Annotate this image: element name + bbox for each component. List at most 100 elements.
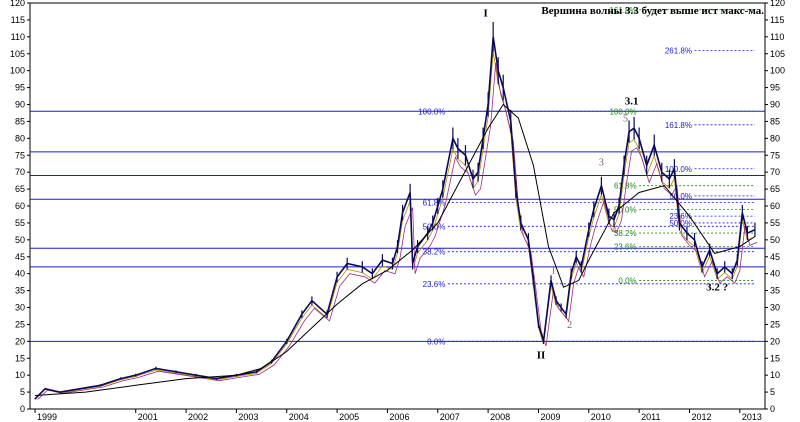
y-tick-label-left: 110 — [11, 32, 25, 42]
y-tick-label-left: 55 — [15, 218, 25, 228]
fib-green-label: 61.8% — [614, 182, 637, 191]
y-tick-label-right: 5 — [770, 387, 775, 397]
fib-green-label: 38.2% — [614, 229, 637, 238]
y-tick-label-left: 85 — [15, 116, 25, 126]
fib-green-label: 0.0% — [618, 276, 636, 285]
y-tick-label-right: 110 — [770, 32, 784, 42]
fib-left-label: 61.8% — [423, 199, 446, 208]
wave-label: 4 — [611, 225, 616, 236]
x-tick-label: 2008 — [490, 412, 510, 422]
fib-blue-label: 50.0% — [669, 192, 692, 201]
y-tick-label-left: 30 — [15, 303, 25, 313]
wave-label: 2 — [567, 320, 572, 331]
y-tick-label-left: 45 — [15, 252, 25, 262]
y-tick-label-left: 90 — [15, 100, 25, 110]
x-tick-label: 2006 — [389, 412, 409, 422]
ma-long-line — [34, 103, 756, 396]
x-tick-label: 2013 — [742, 412, 762, 422]
y-tick-label-right: 25 — [770, 319, 780, 329]
y-tick-label-right: 90 — [770, 100, 780, 110]
y-tick-label-right: 115 — [770, 15, 784, 25]
y-tick-label-right: 65 — [770, 184, 780, 194]
x-tick-label: 2012 — [691, 412, 711, 422]
fib-green-label: 161.8% — [609, 6, 636, 15]
fib-green-label: 100.0% — [609, 107, 636, 116]
y-tick-label-right: 75 — [770, 150, 780, 160]
y-tick-label-right: 15 — [770, 353, 780, 363]
y-tick-label-left: 10 — [15, 370, 25, 380]
fib-left-label: 100.0% — [418, 107, 445, 116]
y-tick-label-left: 50 — [15, 235, 25, 245]
wave-label: 3.2 ? — [706, 282, 728, 294]
x-tick-label: 2004 — [289, 412, 309, 422]
y-tick-label-left: 15 — [15, 353, 25, 363]
y-tick-label-left: 95 — [15, 83, 25, 93]
x-tick-label: 2010 — [591, 412, 611, 422]
y-tick-label-right: 80 — [770, 133, 780, 143]
fib-blue-label: 161.8% — [665, 121, 692, 130]
x-tick-label: 2005 — [339, 412, 359, 422]
x-tick-label: 2003 — [238, 412, 258, 422]
y-tick-label-left: 35 — [15, 286, 25, 296]
y-tick-label-right: 40 — [770, 269, 780, 279]
y-tick-label-right: 0 — [770, 404, 775, 414]
fib-blue-label: 23.6% — [669, 212, 692, 221]
wave-label: 1 — [551, 266, 556, 277]
fib-blue-label: 100.0% — [665, 165, 692, 174]
wave-label: 5 — [623, 113, 628, 124]
y-tick-label-left: 60 — [15, 201, 25, 211]
y-tick-label-right: 120 — [770, 0, 785, 8]
y-tick-label-right: 95 — [770, 83, 780, 93]
fib-blue-label: 261.8% — [665, 46, 692, 55]
y-tick-label-right: 10 — [770, 370, 780, 380]
y-tick-label-left: 5 — [20, 387, 25, 397]
plot-frame — [29, 2, 766, 410]
wave-label: 3 — [599, 157, 604, 168]
y-tick-label-left: 0 — [20, 404, 25, 414]
y-tick-label-right: 85 — [770, 116, 780, 126]
y-tick-label-right: 100 — [770, 66, 785, 76]
fib-left-label: 38.2% — [423, 248, 446, 257]
y-tick-label-left: 20 — [15, 336, 25, 346]
y-tick-label-left: 75 — [15, 150, 25, 160]
y-tick-label-right: 70 — [770, 167, 780, 177]
y-tick-label-right: 105 — [770, 49, 785, 59]
y-tick-label-left: 80 — [15, 133, 25, 143]
series-layer — [34, 21, 758, 400]
x-tick-label: 1999 — [37, 412, 57, 422]
y-tick-label-left: 25 — [15, 319, 25, 329]
fib-left-label: 23.6% — [423, 280, 446, 289]
y-tick-label-left: 100 — [10, 66, 25, 76]
y-tick-label-left: 115 — [11, 15, 25, 25]
chart-title: Вершина волны 3.3 будет выше ист макс-ма… — [541, 5, 764, 17]
y-tick-label-right: 45 — [770, 252, 780, 262]
y-tick-label-right: 60 — [770, 201, 780, 211]
wave-label: II — [537, 349, 546, 361]
x-tick-label: 2002 — [188, 412, 208, 422]
y-tick-label-right: 20 — [770, 336, 780, 346]
y-tick-label-right: 35 — [770, 286, 780, 296]
y-tick-label-right: 30 — [770, 303, 780, 313]
wave-label: 3.1 — [625, 96, 639, 108]
y-tick-label-left: 105 — [10, 49, 25, 59]
x-tick-label: 2001 — [138, 412, 158, 422]
y-tick-label-left: 70 — [15, 167, 25, 177]
wave-label: I — [483, 8, 487, 20]
x-tick-label: 2009 — [540, 412, 560, 422]
x-tick-label: 2011 — [641, 412, 660, 422]
x-tick-label: 2007 — [440, 412, 460, 422]
price-line — [34, 36, 756, 400]
ma-mid-line — [37, 62, 758, 400]
y-tick-label-right: 55 — [770, 218, 780, 228]
fib-left-label: 0.0% — [427, 337, 445, 346]
y-tick-label-left: 120 — [10, 0, 25, 8]
y-tick-label-left: 40 — [15, 269, 25, 279]
fib-green-label: 23.6% — [614, 243, 637, 252]
fib-green-label: 50.0% — [614, 205, 637, 214]
y-tick-label-right: 50 — [770, 235, 780, 245]
y-tick-label-left: 65 — [15, 184, 25, 194]
